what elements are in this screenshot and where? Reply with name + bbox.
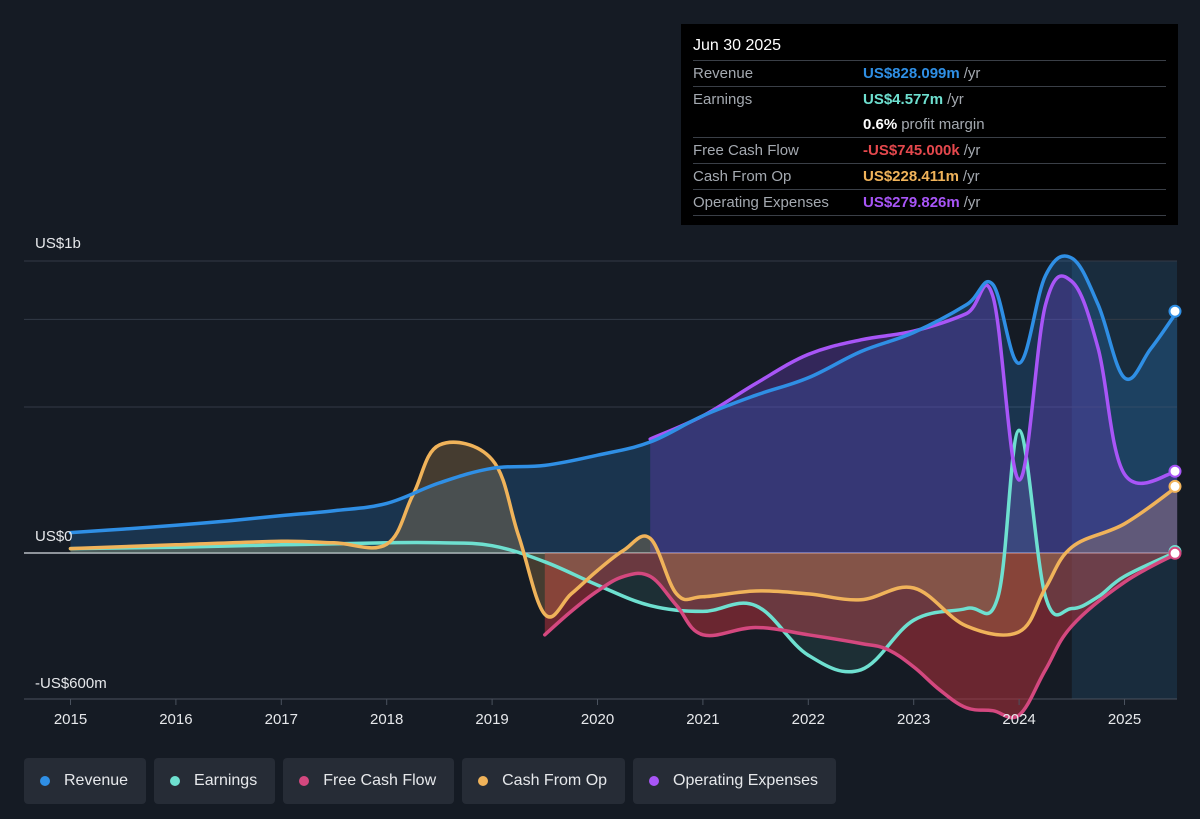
free-cash-flow-end-point xyxy=(1168,546,1182,560)
x-tick-label: 2024 xyxy=(1002,711,1035,728)
tooltip-label: Revenue xyxy=(693,65,754,82)
tooltip-value: US$279.826m xyxy=(863,194,960,211)
operating-expenses-line xyxy=(648,274,1179,486)
y-bottom-label: -US$600m xyxy=(35,675,107,692)
x-tick-label: 2020 xyxy=(581,711,614,728)
tooltip-value: US$828.099m xyxy=(863,65,960,82)
operating-expenses-end-point xyxy=(1168,464,1182,478)
tooltip-unit: /yr xyxy=(963,194,981,211)
tooltip-panel: Jun 30 2025 Revenue US$828.099m /yr Earn… xyxy=(681,24,1178,225)
legend-item-cash-from-op[interactable]: Cash From Op xyxy=(462,758,626,804)
legend-dot-icon xyxy=(170,776,181,786)
legend-dot-icon xyxy=(478,776,489,786)
cash-from-op-end-point xyxy=(1168,479,1182,493)
tooltip-value: -US$745.000k xyxy=(863,142,960,159)
x-tick-label: 2021 xyxy=(686,711,719,728)
legend-item-earnings[interactable]: Earnings xyxy=(154,758,276,804)
free-cash-flow-area xyxy=(544,553,1178,718)
tooltip-value: US$228.411m xyxy=(863,168,959,185)
tooltip-row-profit-margin: 0.6% profit margin xyxy=(693,112,1166,137)
tooltip-unit: /yr xyxy=(947,91,964,108)
legend-item-free-cash-flow[interactable]: Free Cash Flow xyxy=(283,758,455,804)
tooltip-label: Operating Expenses xyxy=(693,194,829,211)
revenue-line xyxy=(68,254,1179,535)
legend-dot-icon xyxy=(299,776,310,786)
tooltip-value: 0.6% xyxy=(863,116,898,133)
legend-label: Free Cash Flow xyxy=(323,772,437,789)
tooltip-value: US$4.577m xyxy=(863,91,944,108)
tooltip-unit: /yr xyxy=(963,65,981,82)
x-tick-label: 2025 xyxy=(1108,711,1141,728)
legend-item-revenue[interactable]: Revenue xyxy=(24,758,147,804)
legend-label: Cash From Op xyxy=(502,772,608,789)
legend-dot-icon xyxy=(40,776,50,786)
tooltip-label: Free Cash Flow xyxy=(693,142,799,159)
x-tick-label: 2017 xyxy=(265,711,298,728)
tooltip-unit: /yr xyxy=(963,142,981,159)
revenue-end-point xyxy=(1168,304,1182,318)
cash-from-op-line xyxy=(68,440,1179,637)
tooltip-unit: /yr xyxy=(962,168,980,185)
tooltip-row-revenue: Revenue US$828.099m /yr xyxy=(693,60,1166,86)
earnings-area xyxy=(70,430,1178,672)
tooltip-label: Earnings xyxy=(693,91,753,108)
legend-item-operating-expenses[interactable]: Operating Expenses xyxy=(633,758,837,804)
tooltip-row-operating-expenses: Operating Expenses US$279.826m /yr xyxy=(693,189,1166,216)
free-cash-flow-line xyxy=(543,551,1179,720)
legend: Revenue Earnings Free Cash Flow Cash Fro… xyxy=(24,758,837,804)
tooltip-date: Jun 30 2025 xyxy=(693,37,782,54)
tooltip-row-free-cash-flow: Free Cash Flow -US$745.000k /yr xyxy=(693,137,1166,163)
tooltip-row-cash-from-op: Cash From Op US$228.411m /yr xyxy=(693,163,1166,189)
legend-label: Earnings xyxy=(194,772,258,789)
revenue-area xyxy=(70,255,1178,553)
y-top-label: US$1b xyxy=(35,235,81,252)
x-tick-label: 2022 xyxy=(792,711,825,728)
y-zero-label: US$0 xyxy=(35,528,73,545)
legend-dot-icon xyxy=(649,776,660,786)
x-tick-label: 2023 xyxy=(897,711,930,728)
legend-label: Revenue xyxy=(64,772,129,789)
legend-label: Operating Expenses xyxy=(673,772,819,789)
x-tick-label: 2018 xyxy=(370,711,403,728)
tooltip-label: Cash From Op xyxy=(693,168,792,185)
operating-expenses-area xyxy=(650,275,1178,553)
x-tick-label: 2015 xyxy=(54,711,87,728)
tooltip-unit: profit margin xyxy=(901,116,985,133)
x-tick-label: 2019 xyxy=(475,711,508,728)
x-tick-label: 2016 xyxy=(159,711,192,728)
tooltip-row-earnings: Earnings US$4.577m /yr xyxy=(693,86,1166,112)
